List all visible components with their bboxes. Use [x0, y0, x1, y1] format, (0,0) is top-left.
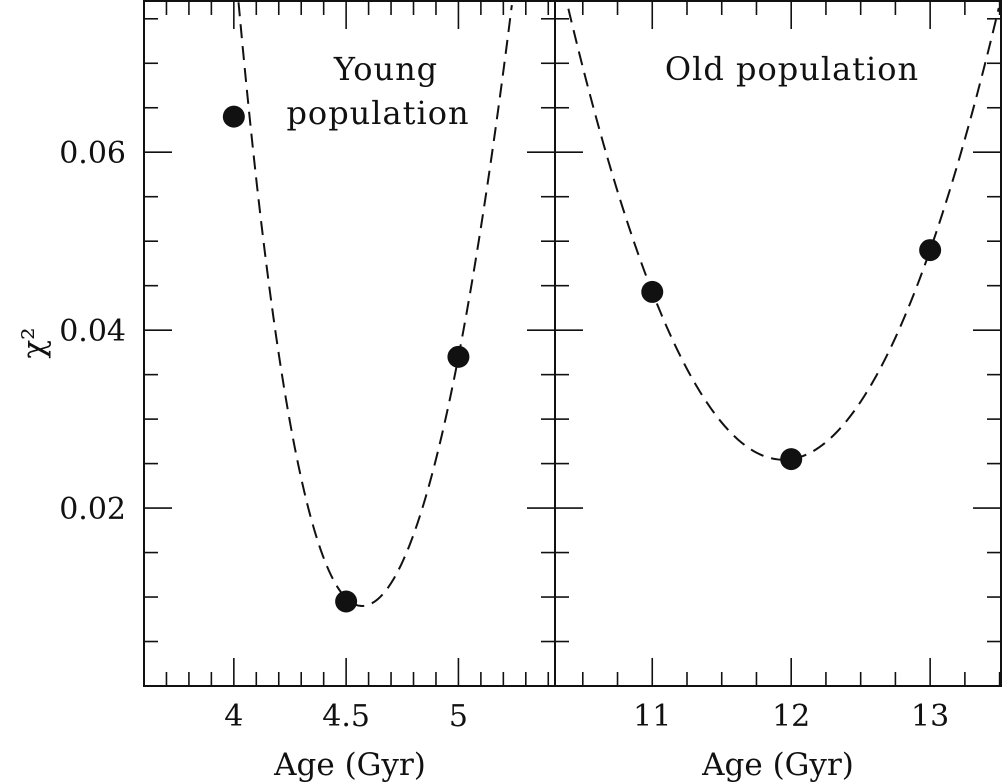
left-panel-ticks [143, 1, 555, 686]
old-data-point-2 [780, 448, 803, 471]
x-tick-label: 4.5 [322, 699, 370, 734]
panel-young-population: 4 4.5 5 0.020.040.06 Young population Age … [16, 0, 556, 782]
old-data-point-3 [919, 239, 942, 262]
young-title-line1: Young [333, 50, 438, 88]
young-data-point-3 [447, 345, 470, 368]
old-data-point-1 [641, 280, 664, 303]
old-data-points [641, 239, 942, 471]
old-title: Old population [665, 50, 919, 88]
young-fit-curve [237, 2, 513, 607]
right-panel-ticks [555, 1, 1001, 686]
young-data-points [222, 105, 470, 613]
x-tick-label: 5 [449, 699, 468, 734]
y-tick-label: 0.06 [59, 136, 126, 171]
left-x-axis-label: Age (Gyr) [273, 747, 426, 782]
left-y-tick-labels: 0.02 0.04 0.06 [59, 136, 126, 527]
right-x-tick-labels: 11 12 13 [633, 699, 949, 734]
panel-old-population: 11 12 13 Old population Age (Gyr) [554, 0, 1002, 782]
right-x-axis-label: Age (Gyr) [701, 747, 854, 782]
x-tick-label: 12 [772, 699, 810, 734]
x-tick-label: 4 [224, 699, 243, 734]
y-tick-label: 0.02 [59, 492, 126, 527]
y-axis-label: χ² [16, 327, 52, 358]
young-data-point-2 [335, 590, 358, 613]
x-tick-label: 11 [633, 699, 671, 734]
left-x-tick-labels: 4 4.5 5 [224, 699, 468, 734]
y-tick-label: 0.04 [59, 314, 126, 349]
young-title-line2: population [286, 94, 469, 132]
right-panel-frame [554, 0, 1002, 687]
x-tick-label: 13 [911, 699, 949, 734]
young-data-point-1 [222, 105, 245, 128]
